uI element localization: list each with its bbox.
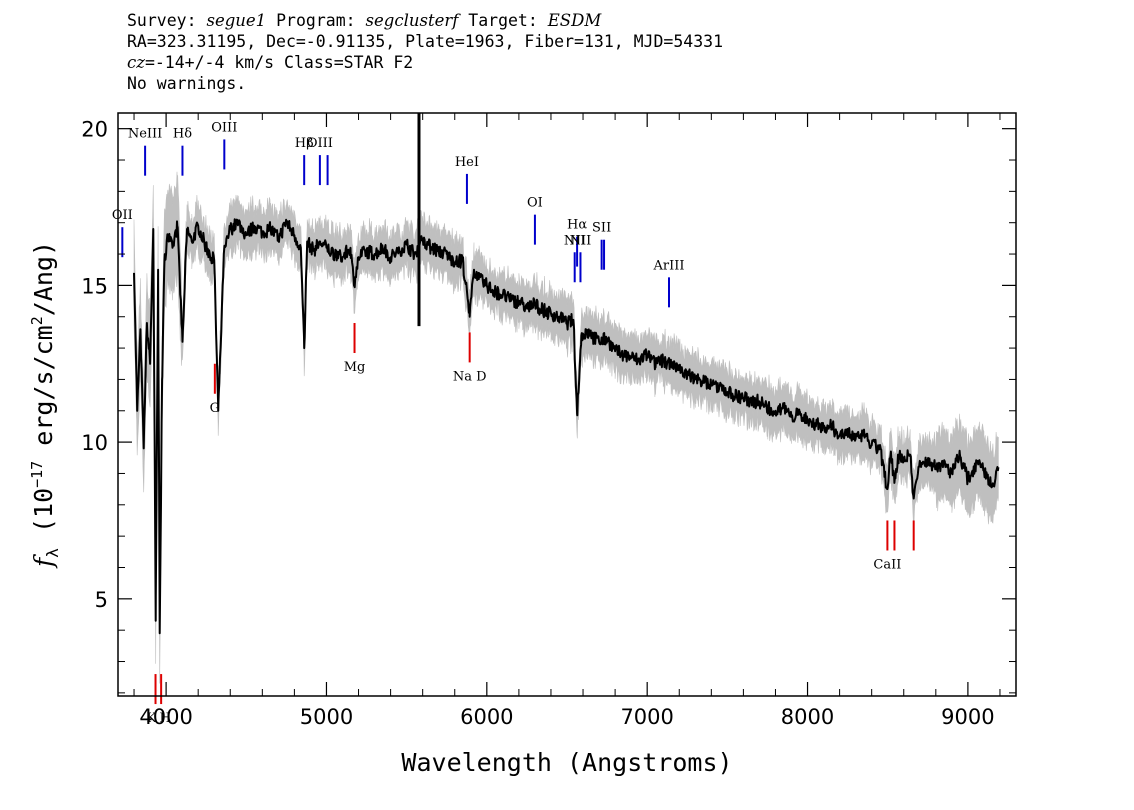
header-line-3: cz=-14+/-4 km/s Class=STAR F2 (127, 52, 723, 73)
x-tick-label: 4000 (139, 705, 192, 729)
absorption-line-label: Mg (344, 360, 366, 375)
program-value: segclusterf (365, 11, 459, 30)
cz-unit: km/s (234, 53, 275, 72)
svg-text:fλ (10−17 erg/s/cm2/Ang): fλ (10−17 erg/s/cm2/Ang) (28, 241, 62, 569)
ylabel-exp: −17 (28, 461, 46, 488)
emission-line-label: ArIII (652, 258, 684, 273)
x-axis-label: Wavelength (Angstroms) (401, 748, 732, 777)
y-tick-label: 10 (81, 431, 108, 455)
emission-line-label: Hα (567, 218, 587, 233)
spectrum-header: Survey: segue1 Program: segclusterf Targ… (127, 10, 723, 94)
plot-frame (117, 112, 1017, 697)
y-tick-label: 15 (81, 274, 108, 298)
x-tick-label: 9000 (941, 705, 994, 729)
emission-line-label: OI (527, 196, 543, 211)
error-band-shape (133, 171, 999, 684)
emission-line-label: OII (112, 208, 133, 223)
axis-ticks: 4000 5000 6000 7000 8000 9000 5 10 15 20 (81, 113, 1016, 729)
emission-line-label: NII (564, 233, 586, 248)
emission-line-label: Hδ (173, 127, 192, 142)
emission-line-label: HeI (455, 155, 479, 170)
header-warnings: No warnings. (127, 74, 247, 93)
absorption-line-label: K (147, 711, 157, 726)
emission-line-label: NeIII (128, 127, 162, 142)
target-label: Target: (468, 11, 538, 30)
absorption-line-label: Na D (453, 369, 487, 384)
ylabel-end: /Ang) (29, 241, 58, 316)
y-tick-label: 20 (81, 118, 108, 142)
header-line-2: RA=323.31195, Dec=-0.91135, Plate=1963, … (127, 32, 724, 51)
class-text: Class=STAR F2 (284, 53, 414, 72)
survey-value: segue1 (206, 11, 267, 30)
target-value: ESDM (547, 11, 602, 30)
emission-line-label: NII (570, 233, 592, 248)
ylabel-sub: λ (43, 548, 62, 558)
x-tick-label: 6000 (460, 705, 513, 729)
program-label: Program: (276, 11, 356, 30)
error-band (133, 171, 999, 684)
absorption-line-label: H (159, 711, 170, 726)
y-tick-label: 5 (95, 588, 108, 612)
survey-label: Survey: (127, 11, 197, 30)
y-axis-label: fλ (10−17 erg/s/cm2/Ang) (28, 241, 62, 569)
ylabel-exp2: 2 (28, 316, 46, 325)
ylabel-pre: (10 (29, 488, 58, 533)
ylabel-symbol: f (29, 554, 58, 569)
x-tick-label: 5000 (300, 705, 353, 729)
absorption-line-label: CaII (873, 557, 901, 572)
x-tick-label: 7000 (620, 705, 673, 729)
ylabel-post: erg/s/cm (29, 325, 58, 445)
header-line-1: Survey: segue1 Program: segclusterf Targ… (127, 10, 723, 31)
spectrum-series (133, 113, 1000, 635)
emission-line-label: OIII (307, 136, 333, 151)
cz-value: =-14+/-4 (144, 53, 225, 72)
spectrum-line (133, 218, 1000, 635)
emission-line-label: OIII (211, 120, 237, 135)
emission-line-label: SII (592, 221, 611, 236)
x-tick-label: 8000 (781, 705, 834, 729)
absorption-line-label: G (210, 401, 220, 416)
emission-line-label: Hβ (295, 136, 314, 151)
cz-label: cz (127, 53, 145, 72)
